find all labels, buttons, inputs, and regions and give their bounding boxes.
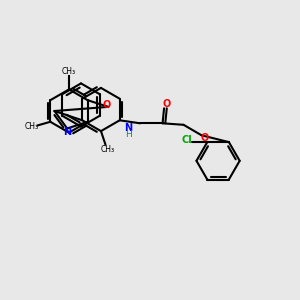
Text: N: N xyxy=(63,127,71,137)
Text: O: O xyxy=(163,99,171,109)
Text: Cl: Cl xyxy=(182,135,192,145)
Text: O: O xyxy=(200,133,209,143)
Text: CH₃: CH₃ xyxy=(25,122,39,131)
Text: O: O xyxy=(103,100,111,110)
Text: CH₃: CH₃ xyxy=(100,145,115,154)
Text: N: N xyxy=(124,123,132,134)
Text: CH₃: CH₃ xyxy=(62,68,76,76)
Text: H: H xyxy=(125,130,132,139)
